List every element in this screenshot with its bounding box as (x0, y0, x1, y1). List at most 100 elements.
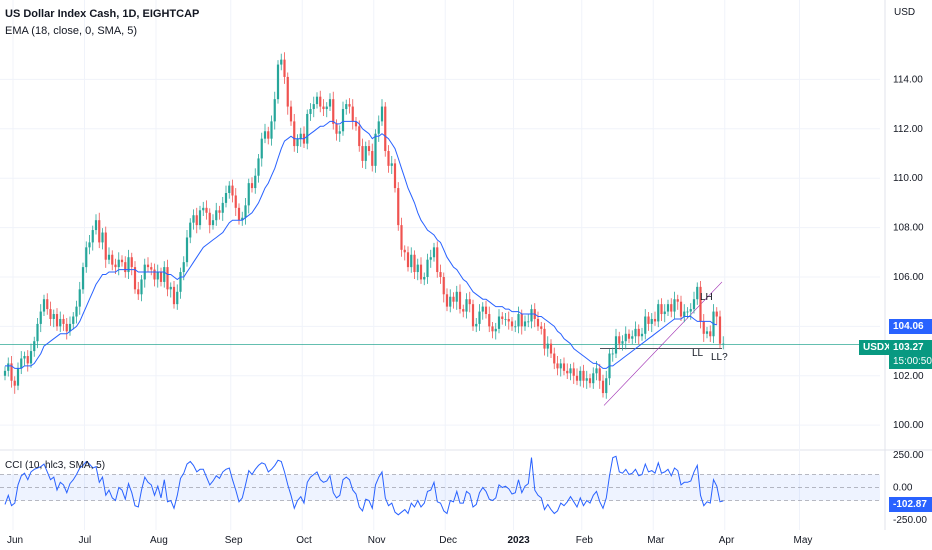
candle (536, 311, 540, 331)
candle (572, 362, 575, 384)
candle (52, 309, 55, 328)
candle (621, 335, 624, 351)
candle (348, 98, 351, 114)
annotation-ll2: LL? (711, 352, 728, 363)
candle (273, 91, 276, 130)
candle (270, 115, 273, 146)
candle (449, 289, 452, 313)
candle (205, 200, 208, 220)
candle (423, 272, 426, 286)
candle (228, 181, 231, 199)
candle (218, 205, 221, 220)
candle (455, 285, 458, 310)
countdown-tag: 15:00:50 (889, 354, 932, 369)
candle (452, 292, 455, 309)
time-tick-label: Aug (150, 535, 168, 546)
candle (91, 225, 94, 251)
candle (416, 258, 419, 281)
candle (302, 126, 306, 149)
cci-legend[interactable]: CCI (10, hlc3, SMA, 5) (5, 460, 106, 471)
candle (601, 374, 605, 398)
candle (627, 329, 631, 344)
candle (406, 246, 410, 272)
candle (280, 53, 283, 71)
candle (647, 312, 650, 331)
candle (419, 257, 423, 284)
candle (179, 267, 182, 299)
candle (582, 364, 585, 388)
candle (29, 343, 33, 368)
candle (46, 293, 49, 315)
candle (384, 102, 387, 157)
candle (523, 315, 527, 331)
time-axis[interactable]: Jun Jul Aug Sep Oct Nov Dec 2023 Feb Mar Apr May (7, 535, 812, 546)
candle (549, 339, 553, 358)
candle (494, 322, 497, 340)
candle (276, 60, 280, 104)
cci-axis[interactable]: 250.00 0.00 -250.00 (893, 450, 927, 526)
candle (107, 247, 111, 265)
candle (13, 376, 16, 394)
candle (10, 356, 13, 388)
candle (676, 294, 679, 310)
time-tick-label: Dec (439, 535, 457, 546)
candle (319, 90, 322, 113)
candle (289, 100, 293, 126)
candle (198, 205, 202, 230)
candle (569, 363, 572, 381)
candle (387, 145, 390, 173)
candle (16, 362, 20, 391)
ema-price-tag: 104.06 (889, 319, 932, 334)
candle (101, 228, 104, 250)
candle (247, 178, 250, 214)
candle (332, 91, 335, 130)
ema-legend[interactable]: EMA (18, close, 0, SMA, 5) (5, 25, 138, 37)
chart-title[interactable]: US Dollar Index Cash, 1D, EIGHTCAP (5, 8, 200, 20)
currency-label: USD (894, 7, 915, 18)
cci-line (4, 455, 724, 516)
candle (72, 312, 75, 330)
candle (683, 304, 686, 323)
candle (566, 363, 569, 379)
candle (458, 284, 462, 314)
candle (380, 99, 384, 126)
candle (397, 182, 400, 231)
price-axis[interactable]: 114.00112.00110.00108.00106.00104.00102.… (893, 74, 924, 431)
candle (432, 242, 436, 262)
candle (367, 140, 371, 156)
candle (133, 261, 137, 294)
candle (718, 310, 722, 349)
trend-lines (0, 281, 885, 406)
candle (517, 306, 520, 334)
candle (624, 326, 627, 350)
candle (120, 255, 124, 267)
candle (699, 280, 702, 329)
candle (390, 155, 393, 174)
candle (413, 250, 416, 279)
candle (98, 212, 101, 249)
symbol-tag: USDX (859, 340, 895, 355)
candle (559, 358, 562, 377)
trend-line (603, 281, 723, 406)
price-tick-label: 112.00 (893, 124, 923, 135)
candle (127, 249, 130, 279)
candle (657, 299, 660, 328)
candle (618, 331, 621, 350)
candle (465, 293, 468, 319)
candle (403, 245, 406, 261)
candle (354, 116, 358, 131)
candle (325, 102, 328, 118)
candle (192, 209, 195, 230)
candle (361, 138, 364, 168)
time-tick-label: Jun (7, 535, 23, 546)
candle (42, 294, 46, 317)
candle (507, 311, 510, 330)
price-tick-label: 114.00 (893, 74, 923, 85)
candle (462, 304, 465, 318)
candle (7, 357, 10, 377)
cci-tick-label: -250.00 (893, 515, 927, 526)
candle (653, 311, 657, 326)
candle (306, 109, 309, 150)
candle (299, 127, 302, 147)
